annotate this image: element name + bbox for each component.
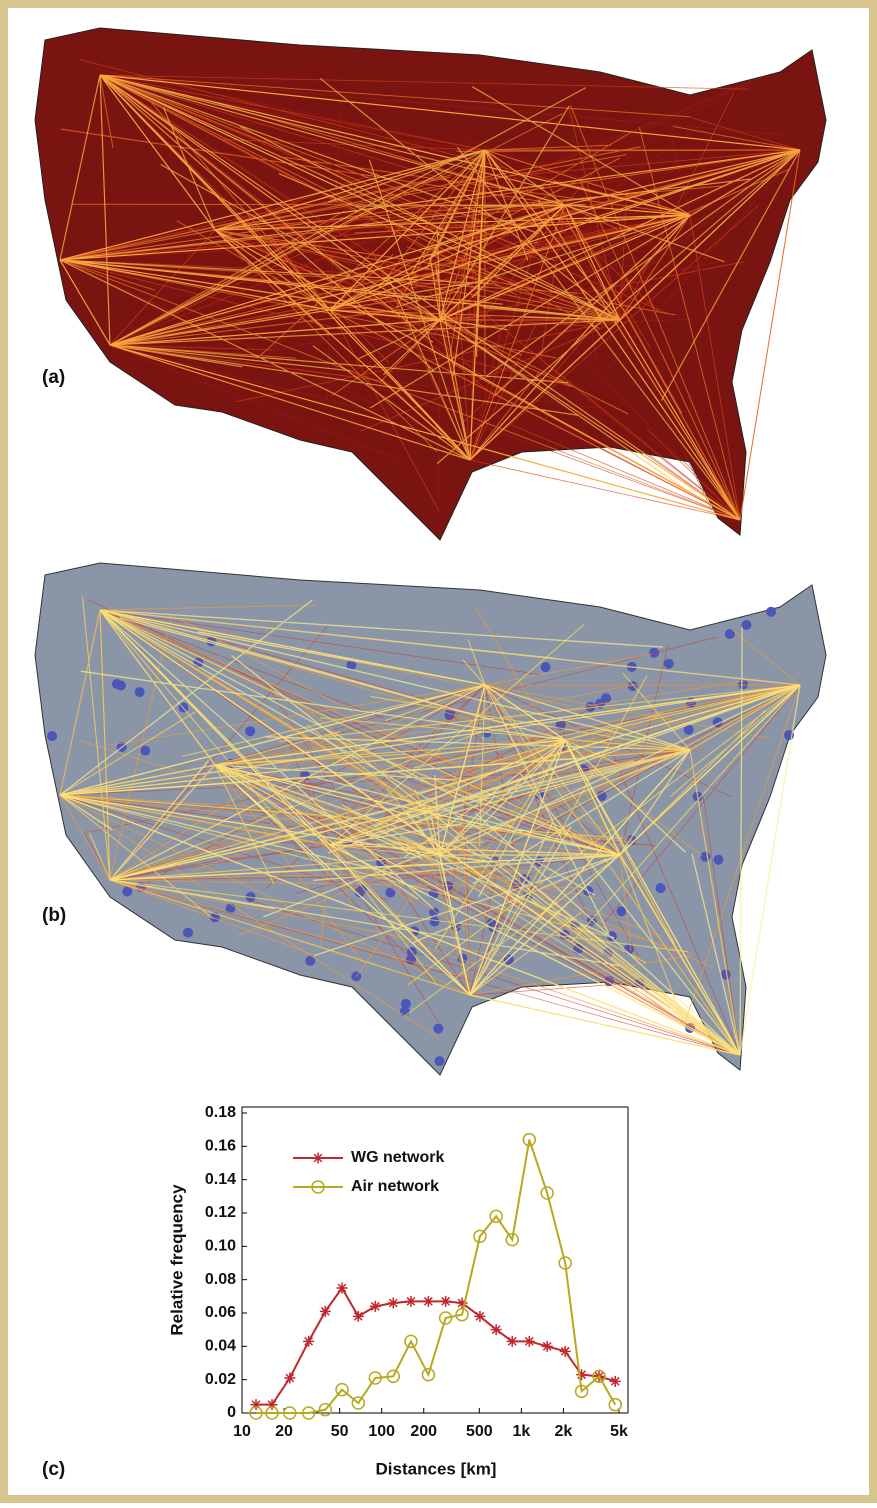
y-tick-label: 0 [227,1404,236,1421]
city-dot [112,679,122,689]
marker-star [370,1301,381,1312]
y-tick-label: 0.12 [205,1204,236,1221]
marker-star [320,1306,331,1317]
city-dot [741,620,751,630]
legend-label: WG network [351,1149,444,1166]
y-tick-label: 0.08 [205,1271,236,1288]
figure: (a) (b) (c) Distances [km] Relative freq… [0,0,877,1503]
marker-star [560,1346,571,1357]
marker-star [303,1336,314,1347]
city-dot [140,746,150,756]
x-tick-label: 200 [410,1423,437,1440]
marker-star [284,1373,295,1384]
marker-star [542,1341,553,1352]
x-tick-label: 1k [512,1423,530,1440]
city-dot [656,883,666,893]
city-dot [766,607,776,617]
x-axis-label: Distances [km] [376,1459,497,1478]
y-tick-label: 0.16 [205,1138,236,1155]
city-dot [183,928,193,938]
x-tick-label: 20 [275,1423,293,1440]
marker-star [491,1324,502,1335]
x-tick-label: 2k [555,1423,573,1440]
city-dot [541,662,551,672]
y-axis-label: Relative frequency [167,1184,186,1336]
x-tick-label: 5k [610,1423,628,1440]
city-dot [47,731,57,741]
city-dot [435,1056,445,1066]
marker-star [474,1311,485,1322]
city-dot [664,659,674,669]
x-tick-label: 100 [368,1423,395,1440]
y-tick-label: 0.06 [205,1304,236,1321]
city-dot [400,1007,410,1017]
y-tick-label: 0.02 [205,1371,236,1388]
marker-star [405,1296,416,1307]
city-dot [433,1024,443,1034]
y-tick-label: 0.10 [205,1238,236,1255]
panel-label: (a) [42,367,65,388]
legend-marker [313,1153,324,1164]
panel-label: (c) [42,1459,65,1480]
city-dot [713,855,723,865]
x-tick-label: 10 [233,1423,251,1440]
y-tick-label: 0.14 [205,1171,236,1188]
marker-star [507,1336,518,1347]
x-tick-label: 500 [466,1423,493,1440]
panel-label: (b) [42,905,66,926]
legend-label: Air network [351,1178,439,1195]
marker-star [337,1283,348,1294]
marker-star [423,1296,434,1307]
y-tick-label: 0.18 [205,1104,236,1121]
city-dot [135,687,145,697]
marker-star [610,1376,621,1387]
city-dot [430,917,440,927]
marker-star [388,1298,399,1309]
marker-star [576,1369,587,1380]
marker-star [440,1296,451,1307]
city-dot [700,852,710,862]
marker-star [353,1311,364,1322]
y-tick-label: 0.04 [205,1338,236,1355]
x-tick-label: 50 [331,1423,349,1440]
city-dot [385,888,395,898]
marker-star [524,1336,535,1347]
city-dot [245,726,255,736]
